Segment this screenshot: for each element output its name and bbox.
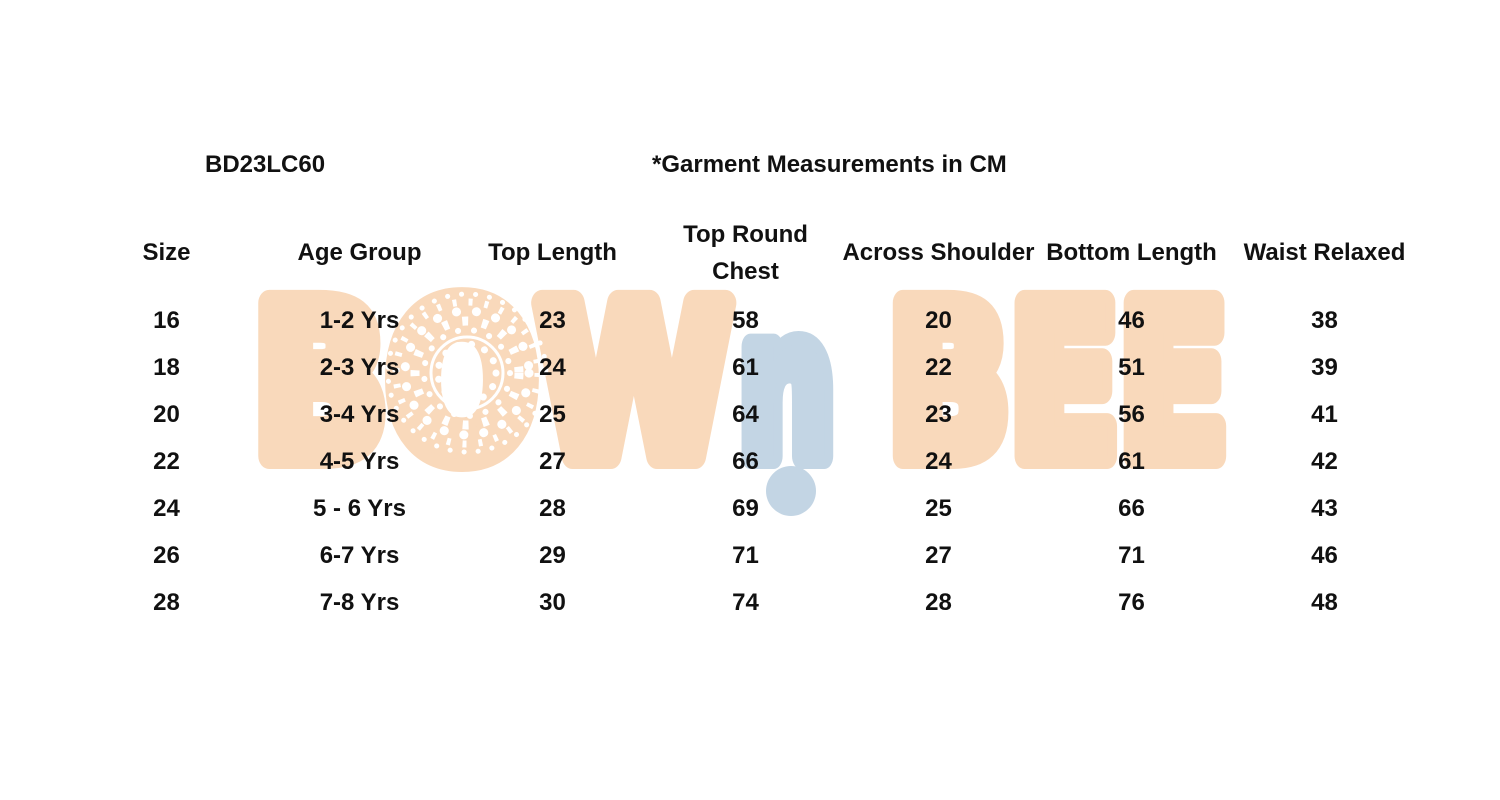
cell-bottom-length: 76 bbox=[1118, 588, 1145, 616]
measurement-note: *Garment Measurements in CM bbox=[652, 151, 1007, 178]
cell-top-round-chest: 61 bbox=[732, 353, 759, 381]
column-header-size: Size bbox=[142, 239, 191, 267]
cell-age-group: 1-2 Yrs bbox=[319, 306, 400, 334]
cell-top-round-chest: 69 bbox=[732, 494, 759, 522]
column-header-bottom-length: Bottom Length bbox=[1046, 239, 1217, 267]
cell-top-length: 27 bbox=[539, 447, 566, 475]
cell-top-length: 29 bbox=[539, 541, 566, 569]
cell-size: 26 bbox=[153, 541, 180, 569]
cell-across-shoulder: 27 bbox=[925, 541, 952, 569]
cell-bottom-length: 51 bbox=[1118, 353, 1145, 381]
cell-top-length: 28 bbox=[539, 494, 566, 522]
cell-across-shoulder: 23 bbox=[925, 400, 952, 428]
cell-size: 24 bbox=[153, 494, 180, 522]
watermark-n-dot bbox=[766, 466, 816, 516]
cell-age-group: 4-5 Yrs bbox=[319, 447, 400, 475]
column-header-top-length: Top Length bbox=[488, 239, 617, 267]
cell-bottom-length: 61 bbox=[1118, 447, 1145, 475]
cell-size: 28 bbox=[153, 588, 180, 616]
table-row: 20 3-4 Yrs 25 64 23 56 41 bbox=[70, 391, 1422, 438]
table-row: 18 2-3 Yrs 24 61 22 51 39 bbox=[70, 344, 1422, 391]
cell-top-length: 24 bbox=[539, 353, 566, 381]
cell-age-group: 5 - 6 Yrs bbox=[313, 494, 406, 522]
watermark-text-n: n bbox=[739, 271, 835, 504]
cell-bottom-length: 71 bbox=[1118, 541, 1145, 569]
table-row: 28 7-8 Yrs 30 74 28 76 48 bbox=[70, 579, 1422, 626]
cell-top-round-chest: 64 bbox=[732, 400, 759, 428]
table-row: 26 6-7 Yrs 29 71 27 71 46 bbox=[70, 532, 1422, 579]
mandala-ornament bbox=[385, 291, 549, 455]
cell-across-shoulder: 20 bbox=[925, 306, 952, 334]
table-row: 24 5 - 6 Yrs 28 69 25 66 43 bbox=[70, 485, 1422, 532]
cell-top-length: 30 bbox=[539, 588, 566, 616]
cell-top-length: 25 bbox=[539, 400, 566, 428]
cell-across-shoulder: 25 bbox=[925, 494, 952, 522]
table-row: 16 1-2 Yrs 23 58 20 46 38 bbox=[70, 297, 1422, 344]
cell-age-group: 2-3 Yrs bbox=[319, 353, 400, 381]
cell-top-length: 23 bbox=[539, 306, 566, 334]
cell-bottom-length: 56 bbox=[1118, 400, 1145, 428]
cell-bottom-length: 46 bbox=[1118, 306, 1145, 334]
cell-waist-relaxed: 42 bbox=[1311, 447, 1338, 475]
cell-waist-relaxed: 48 bbox=[1311, 588, 1338, 616]
cell-size: 16 bbox=[153, 306, 180, 334]
cell-across-shoulder: 28 bbox=[925, 588, 952, 616]
cell-bottom-length: 66 bbox=[1118, 494, 1145, 522]
cell-waist-relaxed: 39 bbox=[1311, 353, 1338, 381]
cell-top-round-chest: 58 bbox=[732, 306, 759, 334]
table-row: 22 4-5 Yrs 27 66 24 61 42 bbox=[70, 438, 1422, 485]
cell-age-group: 3-4 Yrs bbox=[319, 400, 400, 428]
column-header-top-round-chest: Top Round Chest bbox=[649, 216, 842, 290]
cell-waist-relaxed: 43 bbox=[1311, 494, 1338, 522]
cell-waist-relaxed: 38 bbox=[1311, 306, 1338, 334]
cell-across-shoulder: 22 bbox=[925, 353, 952, 381]
product-code: BD23LC60 bbox=[205, 151, 326, 178]
column-header-waist-relaxed: Waist Relaxed bbox=[1243, 239, 1406, 267]
cell-top-round-chest: 71 bbox=[732, 541, 759, 569]
cell-size: 18 bbox=[153, 353, 180, 381]
cell-top-round-chest: 74 bbox=[732, 588, 759, 616]
cell-size: 22 bbox=[153, 447, 180, 475]
cell-size: 20 bbox=[153, 400, 180, 428]
cell-top-round-chest: 66 bbox=[732, 447, 759, 475]
cell-age-group: 7-8 Yrs bbox=[319, 588, 400, 616]
cell-waist-relaxed: 46 bbox=[1311, 541, 1338, 569]
size-chart-table: Size Age Group Top Length Top Round Ches… bbox=[70, 209, 1422, 626]
cell-across-shoulder: 24 bbox=[925, 447, 952, 475]
table-header-row: Size Age Group Top Length Top Round Ches… bbox=[70, 209, 1422, 297]
cell-waist-relaxed: 41 bbox=[1311, 400, 1338, 428]
watermark-text-bee: BEE bbox=[888, 261, 1228, 506]
column-header-across-shoulder: Across Shoulder bbox=[842, 239, 1035, 267]
column-header-top-round-chest-label: Top Round Chest bbox=[683, 220, 808, 285]
column-header-age-group: Age Group bbox=[297, 239, 422, 267]
cell-age-group: 6-7 Yrs bbox=[319, 541, 400, 569]
